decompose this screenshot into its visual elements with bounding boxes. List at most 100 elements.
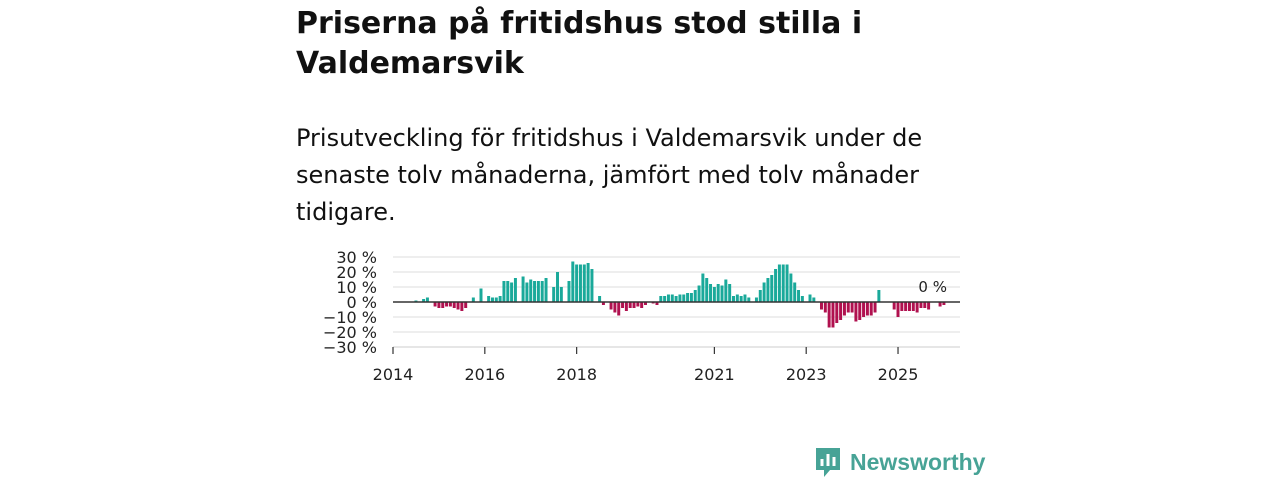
bar [636,302,640,307]
chart-title: Priserna på fritidshus stod stilla i Val… [296,6,863,81]
bar [578,264,582,302]
bar [674,296,678,302]
bar [479,288,483,302]
bar [823,302,827,313]
bar [735,294,739,302]
bar [529,279,533,302]
bar [425,297,429,302]
bar [862,302,866,317]
bar [846,302,850,313]
bar [919,302,923,308]
bar [797,290,801,302]
bar [705,278,709,302]
bar [709,284,713,302]
bar [510,282,514,302]
bar [777,264,781,302]
bar [739,296,743,302]
x-tick-label: 2021 [694,365,735,384]
y-tick-label: 30 % [336,248,377,267]
bar [670,294,674,302]
bar [632,302,636,308]
bar [471,297,475,302]
bar [728,284,732,302]
bar [907,302,911,311]
bar [686,293,690,302]
bar [781,264,785,302]
brand-name: Newsworthy [850,448,986,475]
bar [766,278,770,302]
bar [433,302,437,307]
bar [533,281,537,302]
bar [613,302,617,313]
bar [506,281,510,302]
x-tick-label: 2016 [464,365,505,384]
bar [754,297,758,302]
bar [800,296,804,302]
bar [873,302,877,313]
bar [858,302,862,320]
bar [762,282,766,302]
bar [831,302,835,328]
bar [701,273,705,302]
bar [498,296,502,302]
annotations: 0 % [918,278,947,296]
y-tick-label: 0 % [347,293,377,312]
end-value-label: 0 % [918,278,947,296]
bar [452,302,456,308]
bar [774,269,778,302]
bar [628,302,632,308]
bar [896,302,900,317]
x-tick-label: 2018 [556,365,597,384]
bar [437,302,441,308]
x-tick-label: 2023 [786,365,827,384]
x-tick-label: 2025 [878,365,919,384]
bar [540,281,544,302]
bar [448,302,452,307]
bar [536,281,540,302]
bar [663,296,667,302]
bars [414,261,946,328]
bar [456,302,460,310]
bar [793,282,797,302]
bar [544,278,548,302]
bar [559,287,563,302]
bar [850,302,854,313]
bar [827,302,831,328]
bar [915,302,919,313]
bar [644,302,647,305]
bar [865,302,869,316]
bar [758,290,762,302]
bar [900,302,904,311]
bar [904,302,908,311]
bar [938,302,942,307]
bar [494,297,498,302]
bar [567,281,571,302]
bar [490,297,494,302]
bar [513,278,517,302]
bar [464,302,468,308]
bar [525,282,529,302]
bar [521,276,525,302]
y-tick-label: 10 % [336,278,377,297]
chart-subtitle: Prisutveckling för fritidshus i Valdemar… [296,124,923,226]
bar [785,264,789,302]
bar [911,302,915,311]
bar [441,302,445,308]
bar [655,302,659,305]
bar [659,296,663,302]
bar [923,302,927,308]
bar [502,281,506,302]
bar [732,296,735,302]
bar [666,294,670,302]
x-tick-label: 2014 [373,365,414,384]
bar [770,275,774,302]
bar [582,264,586,302]
bar [789,273,793,302]
bar [842,302,846,316]
bar [689,293,693,302]
bar [445,302,449,307]
bar [556,272,560,302]
bar [869,302,873,316]
bar [640,302,644,308]
bar [839,302,843,320]
